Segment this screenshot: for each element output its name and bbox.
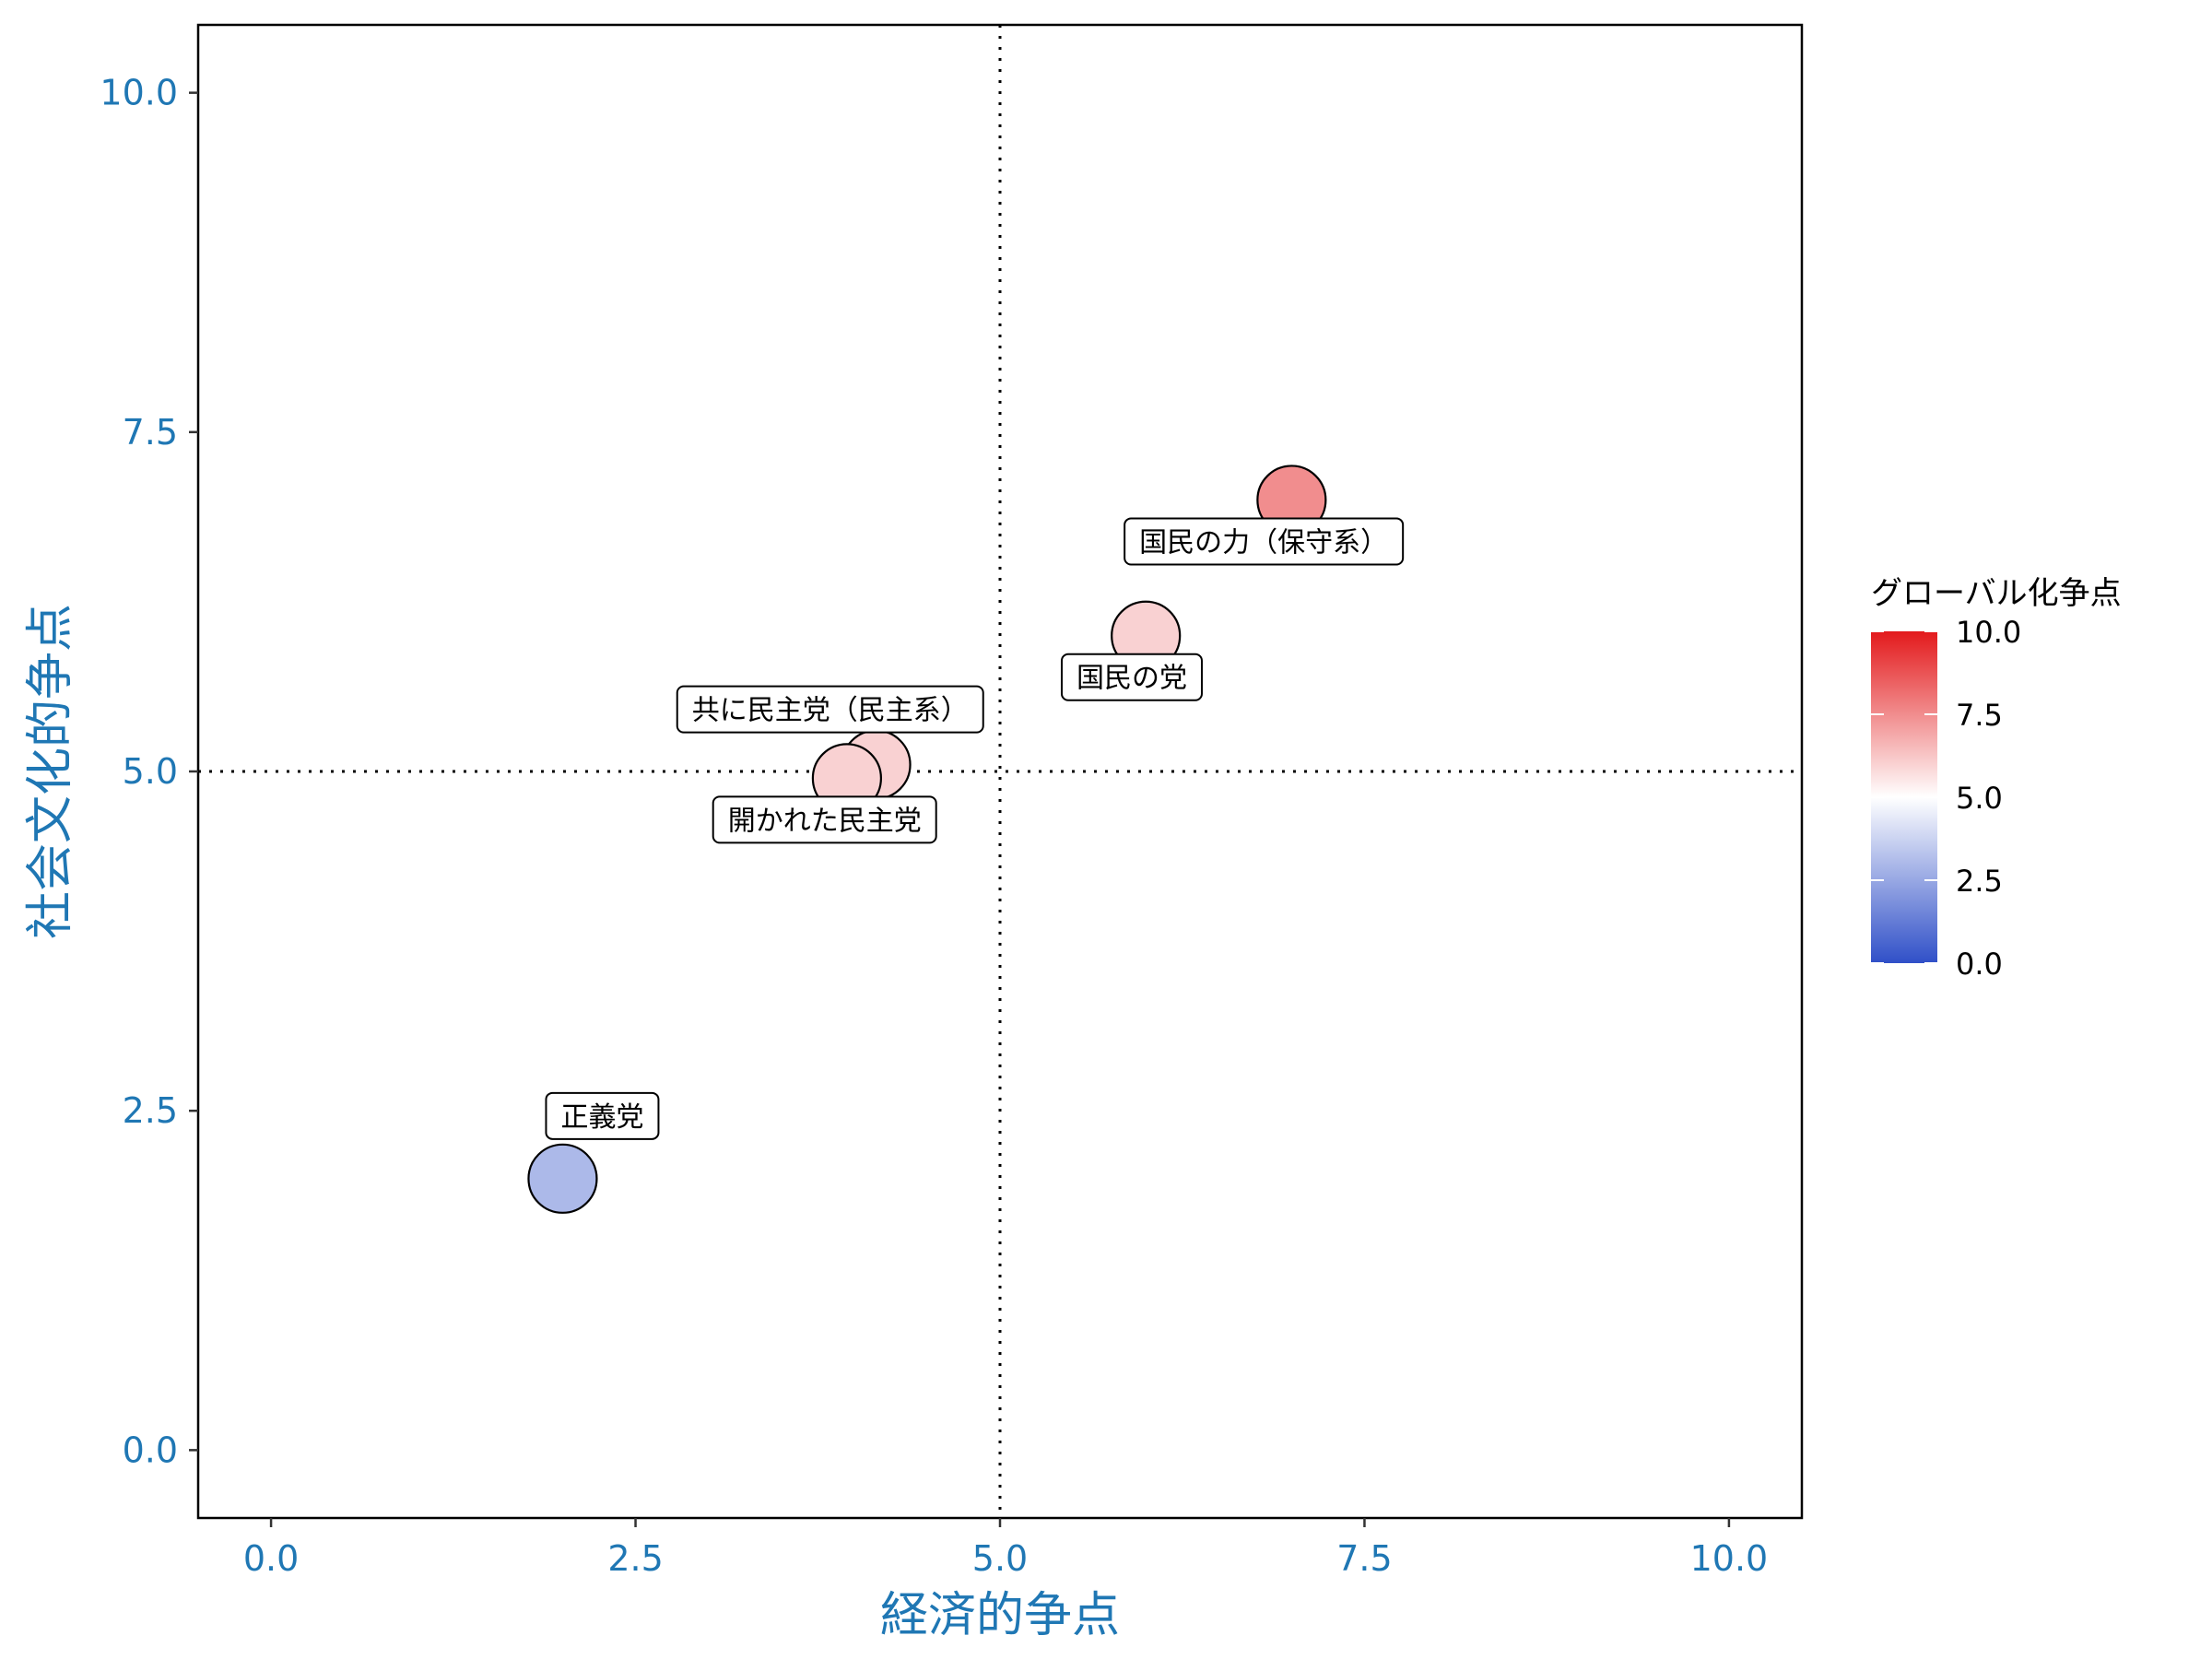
y-axis-ticks: 0.0 2.5 5.0 7.5 10.0 <box>100 73 198 1470</box>
x-tick-label: 7.5 <box>1336 1538 1392 1579</box>
y-tick-label: 2.5 <box>123 1090 178 1131</box>
x-axis-ticks: 0.0 2.5 5.0 7.5 10.0 <box>243 1518 1768 1579</box>
legend-tick-label: 0.0 <box>1956 947 2003 982</box>
label-text: 共に民主党（民主系） <box>692 695 969 727</box>
y-tick-label: 10.0 <box>100 73 178 113</box>
legend-tick-label: 7.5 <box>1956 698 2003 733</box>
x-tick-label: 10.0 <box>1690 1538 1769 1579</box>
x-tick-label: 2.5 <box>607 1538 663 1579</box>
y-tick-label: 7.5 <box>123 412 178 453</box>
data-points <box>527 465 1327 1214</box>
y-tick-label: 0.0 <box>123 1430 178 1470</box>
x-axis-title: 経済的争点 <box>880 1588 1120 1643</box>
legend-tick-label: 2.5 <box>1956 864 2003 899</box>
point-label: 国民の党 <box>1060 653 1203 701</box>
y-axis-title: 社会文化的争点 <box>23 604 78 939</box>
label-text: 開かれた民主党 <box>728 805 922 837</box>
label-box <box>1124 517 1405 566</box>
label-text: 正義党 <box>560 1101 643 1134</box>
reference-lines <box>198 25 1802 1518</box>
label-box <box>1060 653 1203 701</box>
point-label: 正義党 <box>545 1091 660 1140</box>
x-tick-label: 0.0 <box>243 1538 299 1579</box>
label-box <box>545 1091 660 1140</box>
point-label: 共に民主党（民主系） <box>676 685 984 734</box>
label-text: 国民の力（保守系） <box>1139 526 1388 559</box>
label-box <box>712 795 937 844</box>
point-label: 開かれた民主党 <box>712 795 937 844</box>
label-text: 国民の党 <box>1077 663 1187 695</box>
color-legend: グローバル化争点 0.0 2.5 5.0 7.5 10.0 <box>1871 575 2122 982</box>
x-tick-label: 5.0 <box>972 1538 1028 1579</box>
label-box <box>676 685 984 734</box>
legend-title: グローバル化争点 <box>1871 575 2122 612</box>
point-label: 国民の力（保守系） <box>1124 517 1405 566</box>
legend-ticks: 0.0 2.5 5.0 7.5 10.0 <box>1871 615 2021 982</box>
legend-tick-label: 5.0 <box>1956 781 2003 816</box>
point-labels: 正義党 共に民主党（民主系） 開かれた民主党 国民の党 国民の力（保守系） <box>545 517 1405 1140</box>
legend-tick-label: 10.0 <box>1956 615 2021 650</box>
y-tick-label: 5.0 <box>123 751 178 792</box>
data-point <box>527 1143 598 1214</box>
